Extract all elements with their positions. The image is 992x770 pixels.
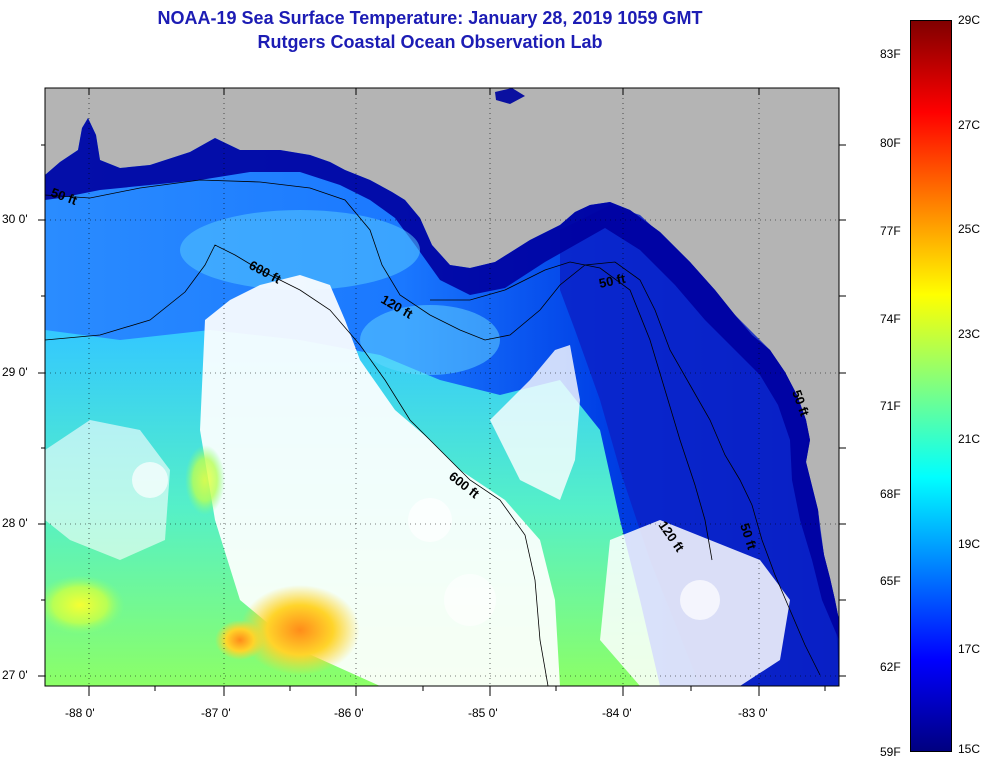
warm-patch xyxy=(215,620,265,660)
map-title: NOAA-19 Sea Surface Temperature: January… xyxy=(157,8,703,28)
colorbar-f-label: 71F xyxy=(880,399,901,413)
lat-tick-label: 29 0' xyxy=(2,365,28,379)
colorbar-c-label: 21C xyxy=(958,432,981,446)
colorbar-c-label: 19C xyxy=(958,537,981,551)
lon-tick-label: -86 0' xyxy=(334,706,364,720)
colorbar-f-label: 74F xyxy=(880,312,901,326)
colorbar-c-label: 29C xyxy=(958,13,981,27)
cyan-eddy xyxy=(180,210,420,290)
lat-tick-label: 30 0' xyxy=(2,212,28,226)
colorbar-f-label: 59F xyxy=(880,745,901,759)
colorbar-f-label: 80F xyxy=(880,136,901,150)
colorbar-f-label: 77F xyxy=(880,224,901,238)
colorbar-f-label: 83F xyxy=(880,47,901,61)
colorbar-c-label: 25C xyxy=(958,222,981,236)
lat-tick-label: 28 0' xyxy=(2,516,28,530)
lon-tick-label: -85 0' xyxy=(468,706,498,720)
map-subtitle: Rutgers Coastal Ocean Observation Lab xyxy=(257,32,603,52)
colorbar-c-label: 27C xyxy=(958,118,981,132)
shelf-water-east xyxy=(560,205,839,686)
cloud-cover xyxy=(45,275,790,686)
lon-tick-label: -84 0' xyxy=(602,706,632,720)
depth-contours xyxy=(45,179,821,686)
lake-feature xyxy=(495,88,525,104)
lon-tick-label: -88 0' xyxy=(65,706,95,720)
lon-tick-label: -87 0' xyxy=(201,706,231,720)
colorbar-c-label: 15C xyxy=(958,742,981,756)
map-frame xyxy=(44,87,840,687)
axis-ticks xyxy=(38,88,846,696)
warm-patch xyxy=(240,585,360,675)
colorbar-c-label: 23C xyxy=(958,327,981,341)
warm-patch xyxy=(45,575,125,635)
colorbar-f-label: 65F xyxy=(880,574,901,588)
lat-tick-label: 27 0' xyxy=(2,668,28,682)
contour-label: 50 ft xyxy=(598,271,628,291)
temperature-colorbar xyxy=(910,20,952,752)
lon-tick-label: -83 0' xyxy=(738,706,768,720)
colorbar-c-label: 17C xyxy=(958,642,981,656)
cyan-eddy xyxy=(360,305,500,375)
warm-patch xyxy=(185,445,225,515)
nearshore-band xyxy=(45,118,839,640)
colorbar-f-label: 68F xyxy=(880,487,901,501)
colorbar-f-label: 62F xyxy=(880,660,901,674)
